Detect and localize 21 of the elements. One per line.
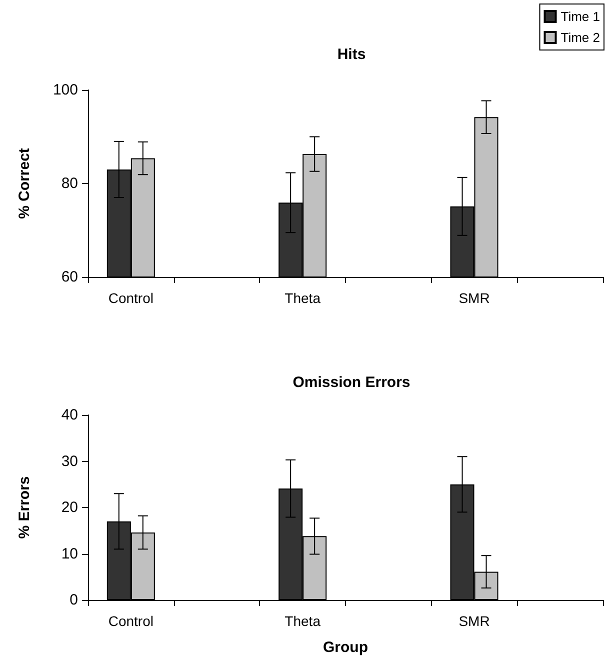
y-tick-label: 0 bbox=[70, 592, 78, 608]
legend-label: Time 1 bbox=[560, 9, 600, 24]
y-tick-label: 80 bbox=[61, 175, 78, 192]
y-tick-label: 100 bbox=[52, 82, 78, 98]
x-tick-label: Control bbox=[108, 613, 154, 629]
x-tick-label: Theta bbox=[284, 613, 321, 629]
y-tick-label: 40 bbox=[61, 406, 78, 424]
x-axis-title: Group bbox=[323, 639, 368, 656]
y-tick-label: 10 bbox=[61, 545, 78, 562]
y-tick-label: 20 bbox=[61, 499, 78, 516]
y-tick-label: 30 bbox=[61, 452, 78, 470]
x-tick-label: Control bbox=[108, 290, 154, 306]
y-axis-title: % Correct bbox=[16, 148, 33, 219]
chart-title: Omission Errors bbox=[292, 374, 410, 391]
x-tick-label: Theta bbox=[284, 290, 321, 306]
y-axis-title: % Errors bbox=[16, 476, 33, 539]
legend-label: Time 2 bbox=[560, 30, 600, 45]
y-tick-label: 60 bbox=[61, 268, 78, 286]
x-tick-label: SMR bbox=[458, 613, 490, 629]
x-tick-label: SMR bbox=[458, 290, 490, 306]
chart-title: Hits bbox=[337, 46, 366, 63]
